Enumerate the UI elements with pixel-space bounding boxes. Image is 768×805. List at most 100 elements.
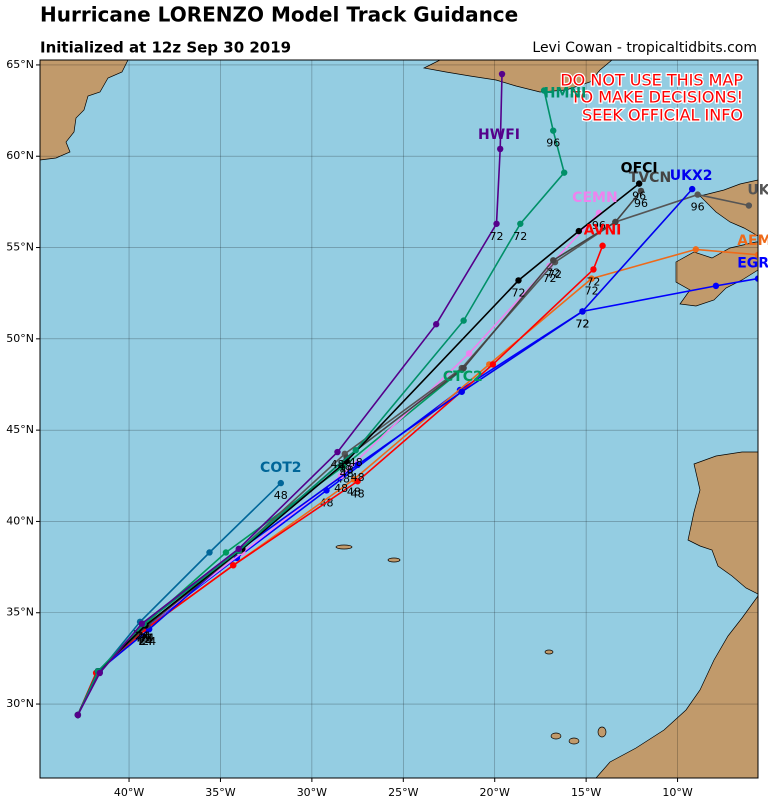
x-tick-label: 10°W — [662, 786, 692, 799]
y-tick-label: 45°N — [6, 423, 34, 436]
forecast-hour-label: 48 — [334, 482, 348, 495]
y-tick-label: 65°N — [6, 58, 34, 71]
forecast-hour-label: 96 — [634, 197, 648, 210]
x-tick-label: 30°W — [297, 786, 327, 799]
track-point — [688, 185, 696, 193]
track-point — [599, 242, 606, 249]
forecast-hour-label: 24 — [137, 630, 151, 643]
graticule — [40, 60, 758, 778]
x-tick-label: 20°W — [480, 786, 510, 799]
tracks: 2448244824487224487224487224487296244872… — [74, 70, 758, 719]
map-frame — [39, 59, 759, 779]
track-point — [74, 711, 82, 719]
x-tick-label: 40°W — [114, 786, 144, 799]
credit: Levi Cowan - tropicaltidbits.com — [532, 40, 757, 56]
forecast-hour-label: 24 — [142, 635, 156, 648]
track-point — [612, 218, 619, 226]
track-name: COT2 — [260, 460, 301, 476]
track-name: TVCN — [629, 170, 671, 186]
forecast-hour-label: 96 — [691, 201, 705, 214]
forecast-hour-label: 72 — [546, 266, 560, 279]
track-point — [222, 549, 230, 556]
track-point — [458, 388, 466, 395]
track-name: UKX2 — [670, 168, 713, 184]
forecast-hour-label: 48 — [340, 464, 354, 477]
warning-line: SEEK OFFICIAL INFO — [582, 106, 743, 125]
land — [40, 60, 758, 778]
track-name: UKX — [747, 183, 768, 199]
track-point — [138, 620, 146, 627]
track-point — [493, 220, 500, 227]
track-point — [754, 275, 758, 282]
track-point — [460, 364, 467, 372]
y-tick-label: 55°N — [6, 241, 34, 254]
track-point — [590, 266, 597, 273]
track-point — [692, 246, 700, 253]
forecast-hour-label: 24 — [140, 632, 154, 645]
track-point — [635, 180, 643, 187]
forecast-hour-label: 96 — [546, 137, 560, 150]
forecast-hour-label: 72 — [511, 286, 525, 299]
subtitle: Initialized at 12z Sep 30 2019 — [40, 39, 291, 57]
forecast-hour-label: 24 — [138, 635, 152, 648]
forecast-hour-label: 24 — [140, 632, 154, 645]
track-point — [96, 669, 103, 677]
track-point — [550, 257, 557, 264]
forecast-hour-label: 48 — [351, 471, 365, 484]
track-point — [550, 127, 557, 134]
forecast-hour-label: 96 — [592, 219, 606, 232]
track-point — [334, 448, 341, 456]
track-name: EGR2 — [737, 256, 768, 272]
track-point — [433, 321, 440, 328]
forecast-hour-label: 72 — [548, 268, 562, 281]
x-tick-label: 25°W — [388, 786, 418, 799]
track-point — [352, 447, 359, 454]
y-tick-label: 35°N — [6, 606, 34, 619]
forecast-hour-label: 24 — [138, 635, 152, 648]
forecast-hour-label: 72 — [513, 230, 527, 243]
track-name: HMNI — [544, 85, 587, 101]
x-tick-label: 35°W — [205, 786, 235, 799]
y-tick-label: 50°N — [6, 332, 34, 345]
forecast-hour-label: 72 — [586, 275, 600, 288]
forecast-hour-label: 72 — [585, 285, 599, 298]
track-point — [694, 191, 701, 198]
track-point — [206, 549, 213, 556]
forecast-hour-label: 72 — [575, 317, 589, 330]
forecast-hour-label: 48 — [340, 467, 354, 480]
ocean — [40, 60, 758, 778]
y-tick-label: 60°N — [6, 149, 34, 162]
track-name: CEMN — [572, 190, 618, 206]
track-point — [588, 275, 595, 282]
forecast-hour-label: 48 — [347, 485, 361, 498]
forecast-hour-label: 48 — [330, 458, 344, 471]
track-point — [712, 282, 720, 290]
track-point — [517, 220, 524, 227]
forecast-hour-label: 24 — [138, 633, 152, 646]
track-point — [575, 227, 583, 235]
title: Hurricane LORENZO Model Track Guidance — [40, 3, 518, 27]
track-point — [498, 70, 506, 78]
forecast-hour-label: 72 — [490, 230, 504, 243]
track-name: AEMI — [737, 233, 768, 249]
x-tick-label: 15°W — [571, 786, 601, 799]
track-point — [497, 145, 504, 153]
track-point — [277, 479, 284, 487]
forecast-hour-label: 48 — [351, 487, 365, 500]
forecast-hour-label: 48 — [274, 489, 288, 502]
track-point — [515, 277, 522, 284]
track-point — [230, 562, 237, 569]
y-tick-label: 40°N — [6, 514, 34, 527]
forecast-hour-label: 24 — [140, 632, 154, 645]
warning-line: TO MAKE DECISIONS! — [570, 88, 743, 107]
track-point — [745, 202, 753, 209]
track-name: AVNI — [584, 223, 622, 239]
track-point — [465, 350, 473, 357]
y-tick-label: 30°N — [6, 697, 34, 710]
forecast-hour-label: 72 — [575, 317, 589, 330]
track-point — [637, 187, 645, 195]
forecast-hour-label: 48 — [349, 456, 363, 469]
track-point — [540, 87, 548, 94]
track-name: CTC2 — [443, 369, 483, 385]
